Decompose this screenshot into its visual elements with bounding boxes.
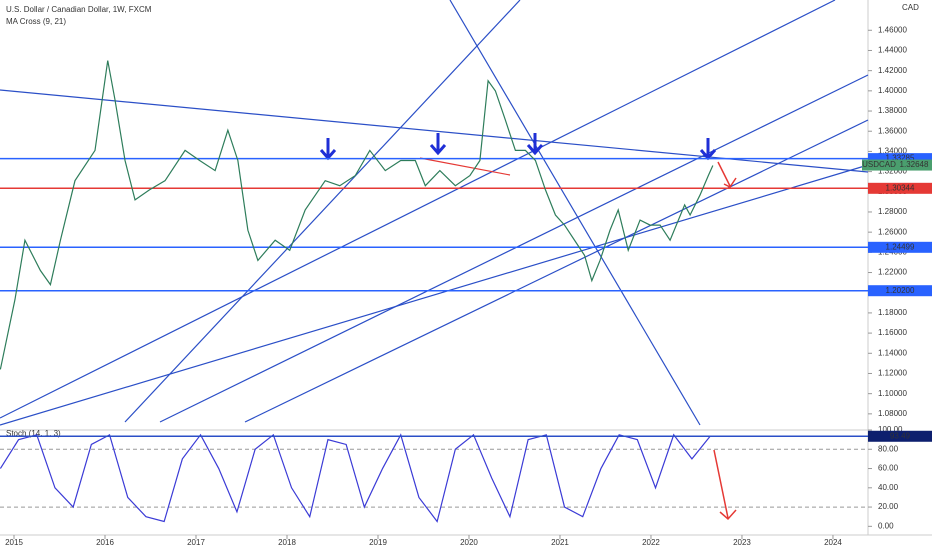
- y-tick-label: 1.08000: [878, 409, 907, 418]
- trendline: [0, 164, 869, 426]
- arrow: [526, 133, 544, 156]
- y-tick-label: 1.22000: [878, 268, 907, 277]
- trendline: [0, 0, 836, 419]
- y-tick-label: 1.10000: [878, 389, 907, 398]
- stoch-label: Stoch (14, 1, 3): [6, 429, 61, 438]
- y-tick-label: 1.44000: [878, 46, 907, 55]
- price-label: 1.32648: [900, 160, 929, 169]
- level-label: 1.20200: [886, 286, 915, 295]
- y-tick-label: 1.32000: [878, 167, 907, 176]
- trendlines: [0, 0, 869, 426]
- currency-label: CAD: [902, 3, 919, 12]
- y-tick-label: 1.38000: [878, 106, 907, 115]
- level-tag: [868, 241, 932, 253]
- symbol-tag: [862, 159, 896, 171]
- x-tick-label: 2018: [278, 538, 296, 547]
- level-label: 1.24499: [886, 242, 915, 251]
- y-tick-label: 1.18000: [878, 308, 907, 317]
- chart-title: U.S. Dollar / Canadian Dollar, 1W, FXCM: [6, 5, 152, 14]
- y-tick-label: 40.00: [878, 483, 899, 492]
- x-tick-label: 2017: [187, 538, 205, 547]
- level-tag: [868, 182, 932, 194]
- arrow: [429, 133, 447, 156]
- x-tick-label: 2023: [733, 538, 751, 547]
- x-tick-label: 2016: [96, 538, 114, 547]
- x-tick-label: 2019: [369, 538, 387, 547]
- value-tag: [868, 430, 932, 442]
- y-tick-label: 1.42000: [878, 66, 907, 75]
- trendline: [124, 0, 521, 423]
- indicator-label: MA Cross (9, 21): [6, 17, 66, 26]
- y-tick-label: 80.00: [878, 444, 899, 453]
- price-tag: [896, 159, 932, 171]
- y-tick-label: 1.46000: [878, 25, 907, 34]
- y-tick-label: 1.34000: [878, 147, 907, 156]
- trendline: [244, 119, 869, 423]
- y-tick-label: 20.00: [878, 502, 899, 511]
- red-trendline: [419, 157, 511, 176]
- y-tick-label: 60.00: [878, 464, 899, 473]
- y-tick-label: 100.00: [878, 425, 903, 434]
- y-tick-label: 1.36000: [878, 126, 907, 135]
- x-tick-label: 2015: [5, 538, 23, 547]
- level-label: 1.30344: [886, 183, 915, 192]
- price-line: [0, 433, 711, 523]
- y-tick-label: 1.16000: [878, 328, 907, 337]
- y-tick-label: 1.26000: [878, 227, 907, 236]
- y-tick-label: 1.28000: [878, 207, 907, 216]
- level-tag: [868, 285, 932, 297]
- y-tick-label: 1.40000: [878, 86, 907, 95]
- x-tick-label: 2020: [460, 538, 478, 547]
- trendline: [449, 0, 701, 426]
- y-tick-label: 1.12000: [878, 369, 907, 378]
- arrow: [717, 161, 737, 188]
- x-tick-label: 2021: [551, 538, 569, 547]
- x-tick-label: 2024: [824, 538, 842, 547]
- y-tick-label: 0.00: [878, 521, 894, 530]
- level-label: 1.33285: [886, 154, 915, 163]
- value-label: 93.49: [890, 431, 911, 440]
- level-tag: [868, 153, 932, 165]
- x-tick-label: 2022: [642, 538, 660, 547]
- y-tick-label: 1.14000: [878, 348, 907, 357]
- trendline: [159, 74, 869, 423]
- price-line: [0, 60, 714, 370]
- red-arrows: [713, 161, 737, 521]
- symbol-label: USDCAD: [862, 160, 896, 169]
- arrow: [713, 449, 737, 521]
